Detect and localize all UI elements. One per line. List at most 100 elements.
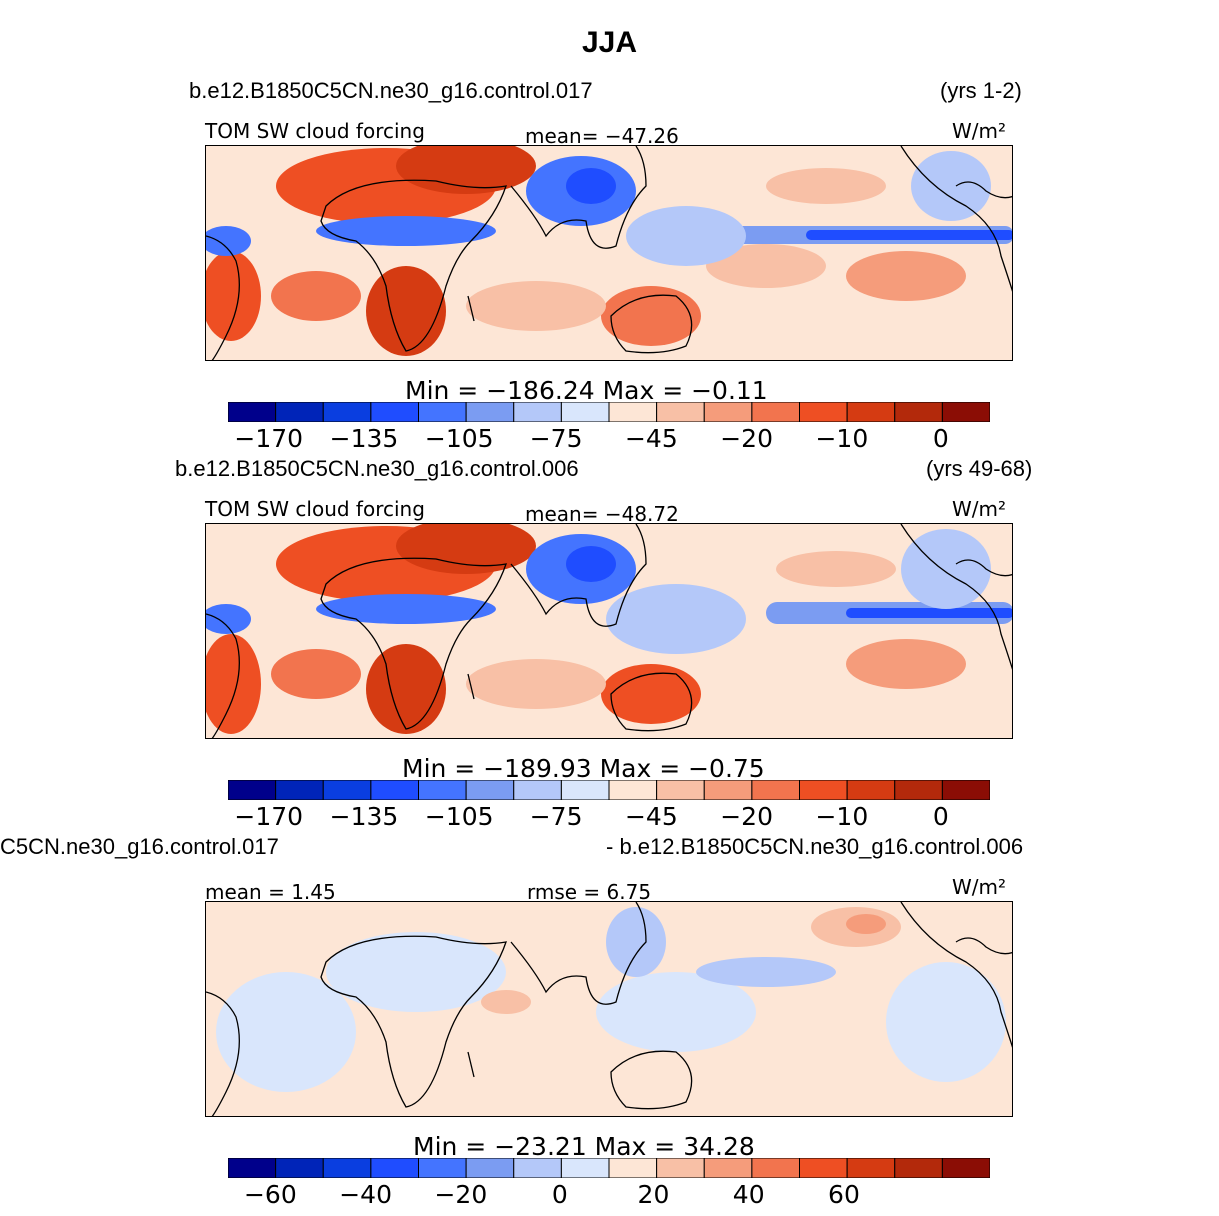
- southern-africa-forcing: [366, 266, 446, 356]
- monsoon-core: [566, 546, 616, 582]
- north-america-cloud: [901, 529, 991, 609]
- panel3-rmse: rmse = 6.75: [527, 880, 652, 904]
- colorbar-swatch: [941, 780, 990, 800]
- colorbar-swatch: [275, 402, 324, 422]
- colorbar-swatch: [941, 1158, 990, 1178]
- colorbar-swatch: [799, 402, 848, 422]
- panel1-case-name: b.e12.B1850C5CN.ne30_g16.control.017: [189, 78, 593, 103]
- panel2-variable: TOM SW cloud forcing: [205, 497, 425, 521]
- amazon-cloud: [206, 604, 251, 634]
- colorbar-swatch: [228, 1158, 277, 1178]
- figure-title: JJA: [581, 26, 638, 59]
- colorbar-tick-label: 20: [637, 1180, 670, 1209]
- arabia-forcing: [396, 524, 536, 574]
- colorbar-swatch: [228, 780, 277, 800]
- monsoon-core: [566, 168, 616, 204]
- asia-coastline: [510, 146, 647, 249]
- colorbar-tick-label: 0: [932, 424, 949, 453]
- africa-coastline: [320, 179, 507, 352]
- pacific-forcing: [706, 244, 826, 288]
- colorbar-tick-label: −170: [234, 802, 304, 831]
- diff-india: [606, 907, 666, 977]
- panel3-mean: mean = 1.45: [205, 880, 336, 904]
- african-itcz: [316, 594, 496, 624]
- colorbar-tick-label: −20: [434, 1180, 488, 1209]
- colorbar-tick-label: −75: [529, 802, 583, 831]
- colorbar-swatch: [846, 402, 896, 422]
- colorbar-tick-label: −105: [424, 424, 494, 453]
- panel1-variable: TOM SW cloud forcing: [205, 119, 425, 143]
- colorbar-tick-label: −45: [624, 802, 678, 831]
- panel2-minmax: Min = −189.93 Max = −0.75: [402, 754, 765, 783]
- australia-forcing: [601, 286, 701, 346]
- colorbar-swatch: [370, 402, 420, 422]
- madagascar-coastline: [467, 295, 475, 322]
- pacific-itcz-core: [846, 608, 1012, 618]
- madagascar-coastline: [467, 1051, 475, 1078]
- colorbar-swatch: [608, 1158, 658, 1178]
- panel2-years: (yrs 49-68): [926, 456, 1033, 481]
- panel1-colorbar: [228, 402, 990, 422]
- panel1-minmax: Min = −186.24 Max = −0.11: [405, 376, 768, 405]
- panel3-map: [205, 901, 1013, 1117]
- indian-ocean-forcing: [466, 659, 606, 709]
- colorbar-swatch: [228, 402, 277, 422]
- colorbar-swatch: [275, 1158, 324, 1178]
- panel3-colorbar: [228, 1158, 990, 1178]
- colorbar-swatch: [894, 780, 943, 800]
- africa-coastline: [320, 935, 507, 1108]
- colorbar-swatch: [894, 402, 943, 422]
- panel2-case-name: b.e12.B1850C5CN.ne30_g16.control.006: [175, 456, 579, 481]
- amazon-cloud: [206, 226, 251, 256]
- americas-west-coastline: [900, 146, 1012, 292]
- colorbar-swatch: [608, 780, 658, 800]
- pacific-itcz-core: [806, 230, 1012, 240]
- colorbar-swatch: [703, 780, 753, 800]
- diff-east-pacific: [886, 962, 1006, 1082]
- diff-south-atlantic: [216, 972, 356, 1092]
- colorbar-tick-label: −135: [329, 424, 399, 453]
- panel2-mean: mean= −48.72: [525, 502, 679, 526]
- colorbar-tick-label: −20: [720, 802, 773, 831]
- colorbar-tick-label: −135: [329, 802, 399, 831]
- arabia-forcing: [396, 146, 536, 194]
- panel3-case-left: C5CN.ne30_g16.control.017: [0, 834, 279, 859]
- panel3-case-right: - b.e12.B1850C5CN.ne30_g16.control.006: [606, 834, 1024, 859]
- colorbar-swatch: [751, 1158, 801, 1178]
- colorbar-swatch: [846, 1158, 896, 1178]
- colorbar-swatch: [322, 1158, 372, 1178]
- colorbar-tick-label: 60: [828, 1180, 860, 1209]
- diff-pacific-band: [696, 957, 836, 987]
- indian-ocean-forcing: [466, 281, 606, 331]
- n-pacific-forcing: [776, 551, 896, 587]
- panel1-units: W/m²: [952, 119, 1007, 143]
- colorbar-tick-label: −20: [720, 424, 773, 453]
- panel1-years: (yrs 1-2): [940, 78, 1022, 103]
- south-america-coastline: [206, 613, 240, 738]
- diff-maritime: [596, 972, 756, 1052]
- colorbar-tick-label: 0: [551, 1180, 568, 1209]
- colorbar-tick-label: −10: [815, 802, 869, 831]
- colorbar-swatch: [418, 1158, 467, 1178]
- se-pacific-forcing: [846, 251, 966, 301]
- colorbar-swatch: [513, 402, 562, 422]
- diff-indian-ocean: [481, 990, 531, 1014]
- colorbar-swatch: [418, 402, 467, 422]
- colorbar-swatch: [513, 1158, 562, 1178]
- africa-coastline: [320, 557, 507, 730]
- south-atlantic-forcing: [271, 271, 361, 321]
- african-itcz: [316, 216, 496, 246]
- colorbar-swatch: [799, 1158, 848, 1178]
- se-pacific-forcing: [846, 639, 966, 689]
- asia-coastline: [510, 902, 647, 1005]
- americas-west-coastline: [900, 524, 1012, 670]
- gulf-coastline: [955, 181, 1012, 199]
- australia-coastline: [610, 672, 693, 732]
- colorbar-swatch: [560, 402, 610, 422]
- panel3-units: W/m²: [952, 875, 1007, 899]
- colorbar-swatch: [322, 780, 372, 800]
- north-america-cloud: [911, 151, 991, 221]
- colorbar-swatch: [560, 780, 610, 800]
- colorbar-swatch: [656, 780, 705, 800]
- colorbar-swatch: [751, 402, 801, 422]
